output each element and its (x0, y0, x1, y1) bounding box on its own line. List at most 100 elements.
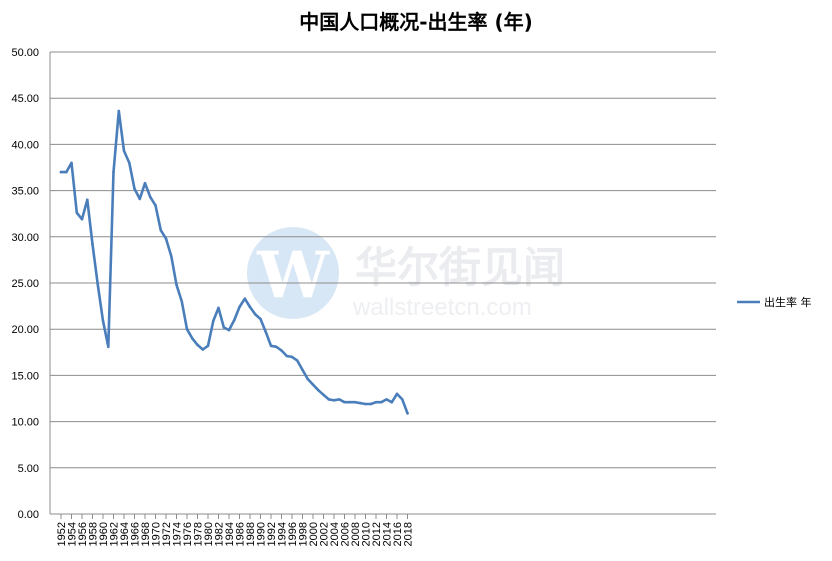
watermark-logo-letter: W (256, 238, 330, 313)
data-point (233, 318, 236, 322)
x-tick-label: 2006 (340, 522, 352, 546)
data-point (338, 398, 341, 401)
data-point (332, 399, 336, 402)
data-point (380, 400, 383, 404)
legend: 出生率 年 (737, 295, 812, 309)
data-point (80, 217, 84, 221)
y-axis: 0.00 5.00 10.00 15.00 20.00 25.00 30.00 35.00 40… (11, 47, 51, 521)
data-point (70, 161, 73, 165)
x-tick-label: 2004 (329, 522, 341, 546)
data-point (254, 313, 257, 316)
x-tick-label: 1996 (287, 522, 299, 546)
y-tick-label: 40.00 (11, 139, 39, 151)
data-point (280, 349, 283, 352)
x-tick-label: 1956 (77, 522, 89, 546)
data-point (101, 319, 105, 323)
data-point (206, 344, 210, 348)
data-point (364, 402, 367, 406)
x-tick-label: 1952 (56, 522, 68, 546)
data-point (290, 355, 294, 359)
y-tick-label: 5.00 (18, 463, 39, 475)
x-tick-label: 2002 (319, 522, 331, 546)
data-point (154, 204, 157, 207)
x-tick-label: 1958 (88, 522, 100, 546)
watermark-brand-cn: 华尔街见闻 (355, 243, 565, 292)
x-tick-label: 1990 (256, 522, 268, 546)
data-point (243, 297, 247, 301)
chart-title: 中国人口概况-出生率 (年) (299, 10, 533, 34)
data-point (259, 317, 262, 321)
data-point (180, 300, 184, 303)
x-tick-label: 1978 (193, 522, 205, 546)
data-point (227, 328, 231, 332)
data-point (175, 283, 178, 287)
x-tick-label: 1998 (298, 522, 310, 546)
y-tick-label: 15.00 (11, 370, 39, 382)
data-point (196, 343, 199, 347)
watermark-logo-icon (247, 227, 339, 319)
data-point (238, 305, 241, 309)
x-axis: 1952195419561958196019621964196619681970… (50, 513, 716, 546)
y-tick-label: 50.00 (11, 47, 39, 59)
legend-label: 出生率 年 (764, 295, 812, 309)
data-point (164, 237, 168, 240)
x-tick-label: 1974 (172, 522, 184, 546)
x-tick-label: 1962 (109, 522, 121, 546)
y-tick-label: 45.00 (11, 93, 39, 105)
data-point (296, 359, 299, 362)
data-point (222, 326, 226, 329)
data-point (269, 344, 273, 348)
data-point (65, 170, 68, 174)
data-point (117, 109, 121, 113)
data-point (170, 254, 173, 258)
x-tick-label: 1986 (235, 522, 247, 546)
x-tick-label: 2012 (371, 522, 383, 546)
x-tick-label: 1994 (277, 522, 289, 546)
data-point (311, 383, 315, 386)
data-point (191, 337, 194, 340)
data-point (385, 398, 388, 401)
data-point (133, 187, 136, 191)
data-point (59, 170, 63, 174)
x-tick-label: 1988 (245, 522, 257, 546)
data-point (343, 400, 346, 404)
x-tick-label: 1982 (214, 522, 226, 546)
data-point (217, 306, 220, 310)
x-tick-label: 1968 (140, 522, 152, 546)
series-group (59, 109, 409, 415)
data-point (322, 393, 325, 397)
data-point (128, 161, 131, 165)
data-point (75, 211, 79, 215)
x-tick-label: 2000 (308, 522, 320, 546)
data-point (301, 368, 304, 372)
x-tick-label: 1960 (98, 522, 110, 546)
x-tick-label: 1970 (151, 522, 163, 546)
x-tick-label: 1992 (266, 522, 278, 546)
y-tick-label: 35.00 (11, 186, 39, 198)
y-tick-label: 20.00 (11, 324, 39, 336)
data-point (201, 348, 205, 351)
gridlines (50, 51, 716, 469)
x-tick-label: 2016 (392, 522, 404, 546)
data-point (159, 229, 163, 232)
data-point (86, 198, 89, 202)
y-tick-label: 25.00 (11, 278, 39, 290)
data-point (317, 388, 320, 392)
y-tick-label: 10.00 (11, 417, 39, 429)
data-point (149, 195, 152, 199)
watermark: W 华尔街见闻 wallstreetcn.com (247, 227, 565, 321)
x-tick-label: 2008 (350, 522, 362, 546)
data-point (369, 402, 373, 406)
data-point (374, 400, 378, 404)
x-tick-label: 1984 (224, 522, 236, 546)
data-point (390, 400, 394, 404)
x-tick-label: 1964 (119, 522, 131, 546)
data-point (359, 401, 362, 405)
data-point (138, 197, 142, 201)
data-point (122, 149, 126, 153)
y-tick-label: 30.00 (11, 232, 39, 244)
data-point (107, 345, 110, 349)
x-tick-label: 1954 (67, 522, 79, 546)
data-point (395, 392, 399, 396)
